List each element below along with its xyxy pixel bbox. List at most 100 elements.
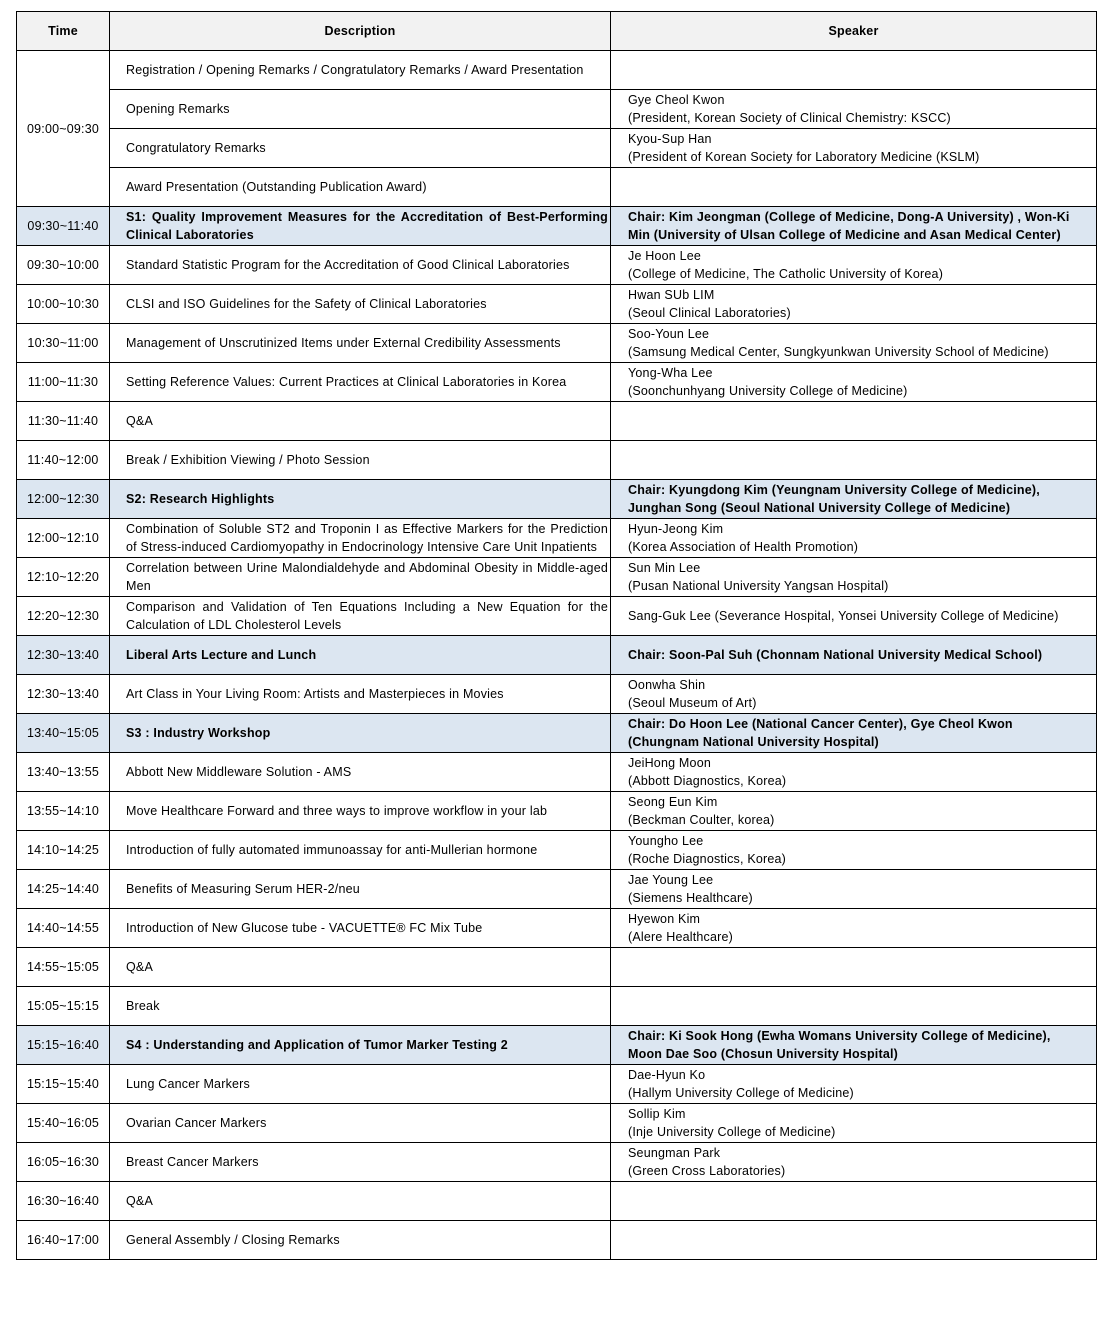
speaker-affiliation: (Alere Healthcare) — [628, 930, 734, 944]
time-cell: 15:15~15:40 — [16, 1064, 110, 1104]
description-cell: Break — [109, 986, 611, 1026]
speaker-name: Sun Min Lee — [628, 561, 701, 575]
speaker-cell: Sang-Guk Lee (Severance Hospital, Yonsei… — [610, 596, 1097, 636]
session-row: 12:00~12:30 S2: Research Highlights Chair:… — [16, 479, 1097, 519]
speaker-cell: Seong Eun Kim (Beckman Coulter, korea) — [610, 791, 1097, 831]
speaker-cell: Seungman Park (Green Cross Laboratories) — [610, 1142, 1097, 1182]
speaker-cell: Kyou-Sup Han (President of Korean Society… — [610, 128, 1097, 168]
description-cell: Congratulatory Remarks — [109, 128, 611, 168]
speaker-affiliation: (Hallym University College of Medicine) — [628, 1086, 854, 1100]
speaker-cell: Sun Min Lee (Pusan National University Ya… — [610, 557, 1097, 597]
description-cell: Abbott New Middleware Solution - AMS — [109, 752, 611, 792]
speaker-affiliation: (College of Medicine, The Catholic Unive… — [628, 267, 944, 281]
speaker-affiliation: (Seoul Museum of Art) — [628, 696, 757, 710]
table-row: 10:00~10:30 CLSI and ISO Guidelines for t… — [16, 284, 1097, 324]
description-cell: Introduction of New Glucose tube - VACUE… — [109, 908, 611, 948]
table-row: 09:00~09:30 Registration / Opening Remark… — [16, 50, 1097, 207]
header-speaker: Speaker — [610, 11, 1097, 51]
speaker-affiliation: (President of Korean Society for Laborat… — [628, 150, 980, 164]
description-cell: Q&A — [109, 947, 611, 987]
table-row: 10:30~11:00 Management of Unscrutinized I… — [16, 323, 1097, 363]
description-cell: General Assembly / Closing Remarks — [109, 1220, 611, 1260]
description-cell: Setting Reference Values: Current Practi… — [109, 362, 611, 402]
speaker-name: Chair: Kim Jeongman (College of Medicine… — [628, 210, 1070, 242]
speaker-name: Oonwha Shin — [628, 678, 706, 692]
table-row: 15:15~15:40 Lung Cancer Markers Dae-Hyun K… — [16, 1064, 1097, 1104]
speaker-cell: Hwan SUb LIM (Seoul Clinical Laboratories… — [610, 284, 1097, 324]
table-row: 13:40~13:55 Abbott New Middleware Solutio… — [16, 752, 1097, 792]
table-row: 14:40~14:55 Introduction of New Glucose t… — [16, 908, 1097, 948]
description-cell: Breast Cancer Markers — [109, 1142, 611, 1182]
description-cell: Liberal Arts Lecture and Lunch — [109, 635, 611, 675]
speaker-name: Youngho Lee — [628, 834, 704, 848]
table-row: 14:55~15:05 Q&A — [16, 947, 1097, 987]
time-cell: 16:05~16:30 — [16, 1142, 110, 1182]
speaker-affiliation: (Pusan National University Yangsan Hospi… — [628, 579, 889, 593]
speaker-affiliation: (Samsung Medical Center, Sungkyunkwan Un… — [628, 345, 1049, 359]
description-cell: Break / Exhibition Viewing / Photo Sessi… — [109, 440, 611, 480]
time-cell: 16:40~17:00 — [16, 1220, 110, 1260]
speaker-name: Hwan SUb LIM — [628, 288, 715, 302]
description-cell: Correlation between Urine Malondialdehyd… — [109, 557, 611, 597]
speaker-name: Seong Eun Kim — [628, 795, 718, 809]
description-cell: Q&A — [109, 1181, 611, 1221]
time-cell: 16:30~16:40 — [16, 1181, 110, 1221]
time-cell: 09:30~11:40 — [16, 206, 110, 246]
speaker-name: Hyun-Jeong Kim — [628, 522, 724, 536]
speaker-cell — [610, 401, 1097, 441]
description-cell: Registration / Opening Remarks / Congrat… — [109, 50, 611, 90]
speaker-name: Yong-Wha Lee — [628, 366, 713, 380]
speaker-cell — [610, 50, 1097, 90]
description-cell: Award Presentation (Outstanding Publicat… — [109, 167, 611, 207]
speaker-cell: Hyewon Kim (Alere Healthcare) — [610, 908, 1097, 948]
time-cell: 09:30~10:00 — [16, 245, 110, 285]
time-cell: 15:40~16:05 — [16, 1103, 110, 1143]
time-cell: 15:15~16:40 — [16, 1025, 110, 1065]
description-cell: Standard Statistic Program for the Accre… — [109, 245, 611, 285]
time-cell: 13:40~13:55 — [16, 752, 110, 792]
speaker-cell: Gye Cheol Kwon (President, Korean Society… — [610, 89, 1097, 129]
speaker-name: Jae Young Lee — [628, 873, 714, 887]
speaker-cell: Jae Young Lee (Siemens Healthcare) — [610, 869, 1097, 909]
speaker-affiliation: Junghan Song (Seoul National University … — [628, 501, 1011, 515]
table-row: 12:20~12:30 Comparison and Validation of … — [16, 596, 1097, 636]
speaker-cell — [610, 1181, 1097, 1221]
session-row: 12:30~13:40 Liberal Arts Lecture and Lunc… — [16, 635, 1097, 675]
time-cell: 11:30~11:40 — [16, 401, 110, 441]
speaker-affiliation: (Soonchunhyang University College of Med… — [628, 384, 908, 398]
description-cell: S4 : Understanding and Application of Tu… — [109, 1025, 611, 1065]
time-cell: 09:00~09:30 — [16, 50, 110, 207]
speaker-cell: Chair: Do Hoon Lee (National Cancer Cent… — [610, 713, 1097, 753]
time-cell: 14:55~15:05 — [16, 947, 110, 987]
description-cell: Opening Remarks — [109, 89, 611, 129]
speaker-name: Hyewon Kim — [628, 912, 701, 926]
schedule-body: 09:00~09:30 Registration / Opening Remark… — [16, 50, 1097, 1260]
speaker-affiliation: (Green Cross Laboratories) — [628, 1164, 786, 1178]
speaker-affiliation: (Seoul Clinical Laboratories) — [628, 306, 791, 320]
time-cell: 10:30~11:00 — [16, 323, 110, 363]
time-cell: 14:25~14:40 — [16, 869, 110, 909]
header-row: Time Description Speaker — [16, 11, 1097, 51]
speaker-cell: Chair: Kim Jeongman (College of Medicine… — [610, 206, 1097, 246]
speaker-name: Gye Cheol Kwon — [628, 93, 725, 107]
speaker-name: Soo-Youn Lee — [628, 327, 710, 341]
time-cell: 12:20~12:30 — [16, 596, 110, 636]
speaker-cell: Youngho Lee (Roche Diagnostics, Korea) — [610, 830, 1097, 870]
speaker-affiliation: Moon Dae Soo (Chosun University Hospital… — [628, 1047, 899, 1061]
table-row: 11:40~12:00 Break / Exhibition Viewing / … — [16, 440, 1097, 480]
table-row: 15:05~15:15 Break — [16, 986, 1097, 1026]
speaker-affiliation: (Inje University College of Medicine) — [628, 1125, 836, 1139]
speaker-affiliation: (Siemens Healthcare) — [628, 891, 753, 905]
speaker-name: Kyou-Sup Han — [628, 132, 712, 146]
speaker-cell: JeiHong Moon (Abbott Diagnostics, Korea) — [610, 752, 1097, 792]
speaker-name: Chair: Soon-Pal Suh (Chonnam National Un… — [628, 648, 1043, 662]
description-cell: Lung Cancer Markers — [109, 1064, 611, 1104]
speaker-cell — [610, 1220, 1097, 1260]
description-cell: S2: Research Highlights — [109, 479, 611, 519]
speaker-affiliation: (Roche Diagnostics, Korea) — [628, 852, 787, 866]
time-cell: 14:10~14:25 — [16, 830, 110, 870]
table-row: Opening Remarks Gye Cheol Kwon (President,… — [17, 89, 1097, 129]
session-row: 15:15~16:40 S4 : Understanding and Applic… — [16, 1025, 1097, 1065]
table-row: 09:30~10:00 Standard Statistic Program fo… — [16, 245, 1097, 285]
description-cell: Q&A — [109, 401, 611, 441]
